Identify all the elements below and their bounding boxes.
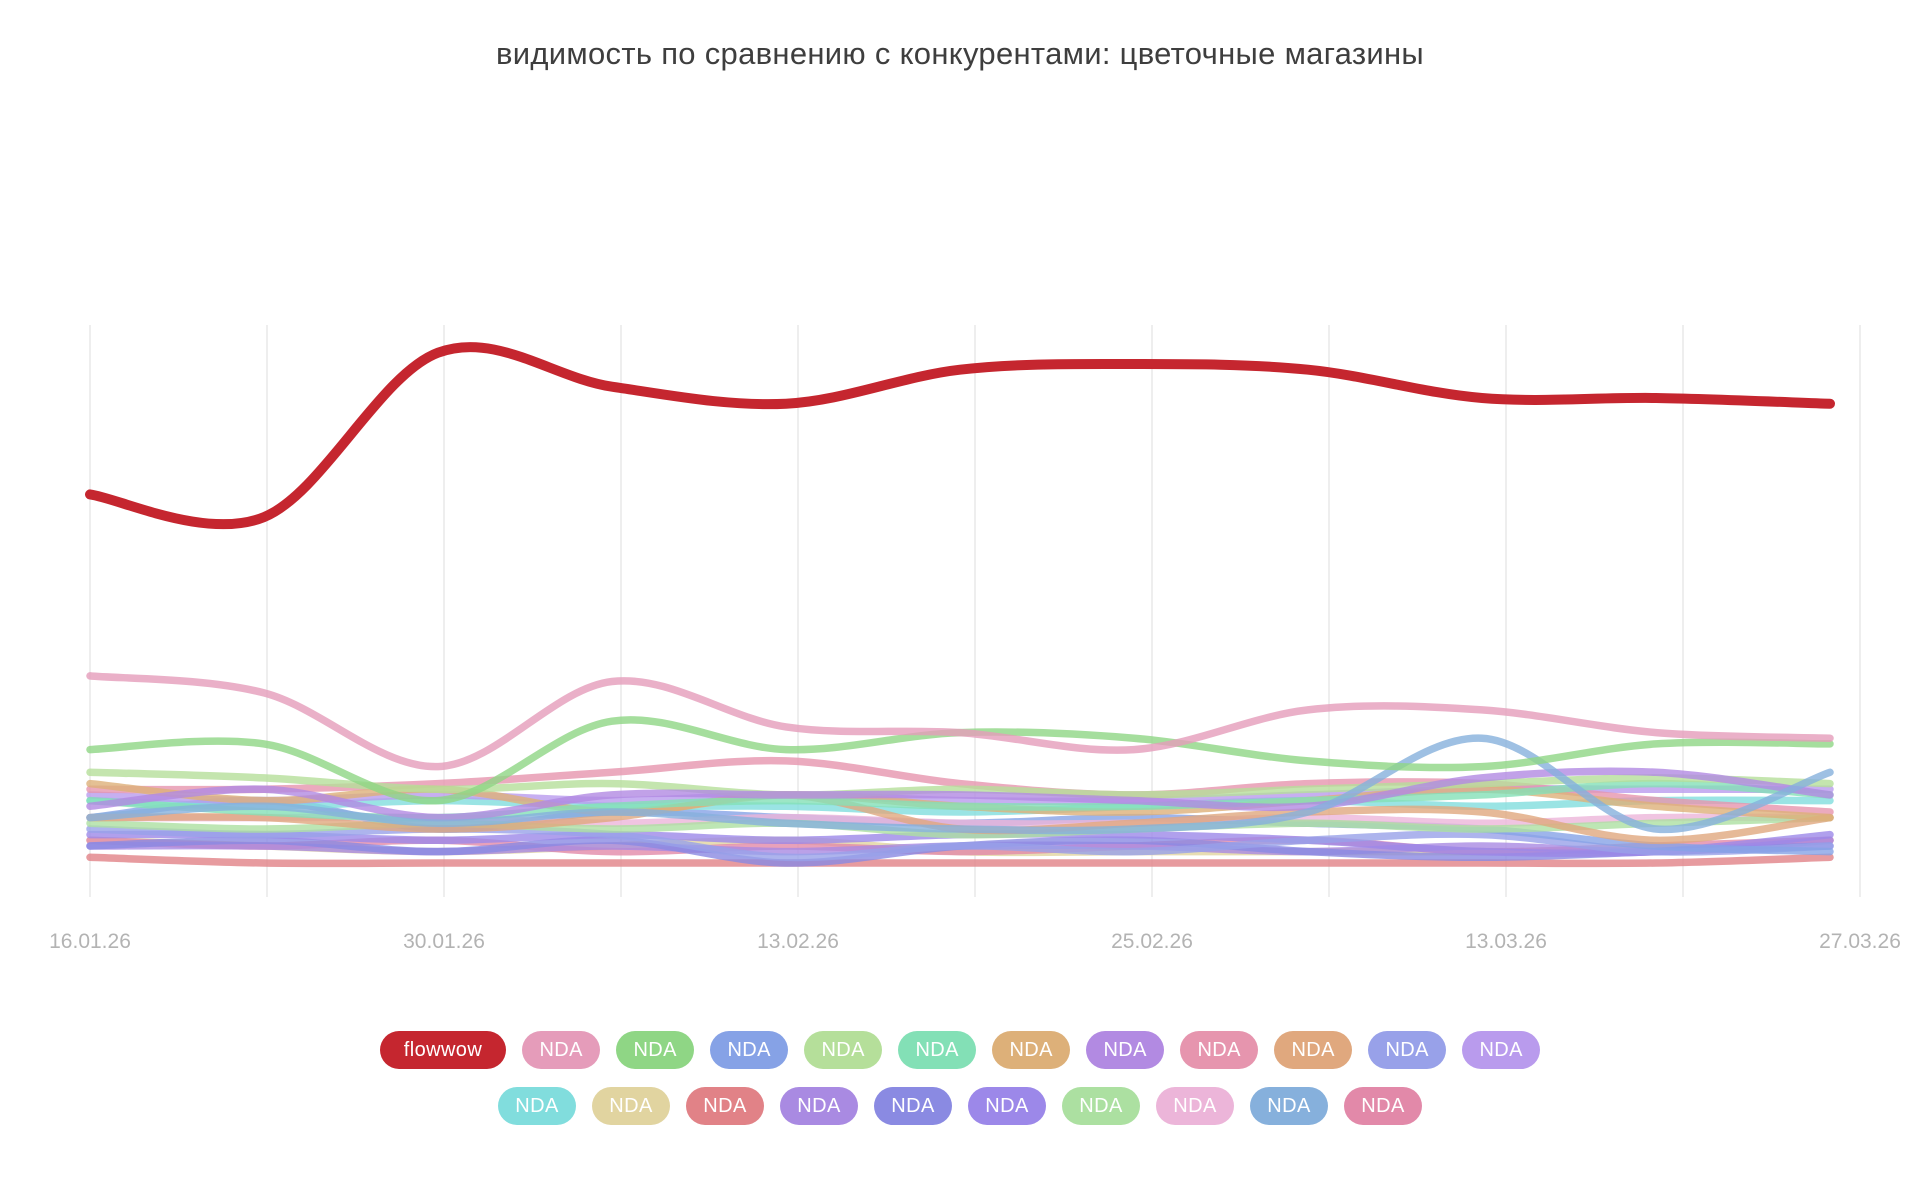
legend-pill-label: NDA	[1479, 1038, 1523, 1061]
legend-pill-nda-05[interactable]: NDA	[898, 1031, 977, 1069]
legend-pill-nda-01[interactable]: NDA	[522, 1031, 601, 1069]
legend-pill-label: NDA	[1267, 1094, 1311, 1117]
legend-pill-label: NDA	[821, 1038, 865, 1061]
legend-pill-nda-11[interactable]: NDA	[1462, 1031, 1541, 1069]
legend-pill-flowwow[interactable]: flowwow	[379, 1031, 507, 1069]
legend-pill-label: NDA	[727, 1038, 771, 1061]
legend-pill-nda-16[interactable]: NDA	[874, 1087, 952, 1125]
series-line-nda-01	[86, 672, 1834, 771]
series-line-nda-14	[86, 853, 1834, 868]
chart-title: видимость по сравнению с конкурентами: ц…	[496, 36, 1424, 71]
legend-pill-nda-12[interactable]: NDA	[498, 1087, 576, 1125]
x-axis-label: 13.02.26	[757, 930, 839, 953]
legend-pill-label: flowwow	[403, 1038, 483, 1061]
legend-pill-nda-17[interactable]: NDA	[968, 1087, 1046, 1125]
legend-pill-nda-14[interactable]: NDA	[686, 1087, 764, 1125]
legend-pill-label: NDA	[609, 1094, 653, 1117]
legend-pill-label: NDA	[515, 1094, 559, 1117]
x-axis-label: 13.03.26	[1465, 930, 1547, 953]
legend-pill-nda-15[interactable]: NDA	[780, 1087, 858, 1125]
legend-pill-nda-21[interactable]: NDA	[1344, 1087, 1422, 1125]
legend-pill-label: NDA	[1361, 1094, 1405, 1117]
legend-pill-label: NDA	[1079, 1094, 1123, 1117]
x-axis-label: 16.01.26	[49, 930, 131, 953]
legend-row-2: NDA NDA NDA NDA NDA NDA NDA NDA NDA NDA	[498, 1087, 1422, 1125]
series-line-flowwow	[85, 342, 1835, 530]
x-axis-label: 27.03.26	[1819, 930, 1901, 953]
chart-legend: flowwow NDA NDA NDA NDA NDA NDA NDA NDA NDA NDA NDA…	[0, 1031, 1920, 1125]
legend-pill-label: NDA	[1197, 1038, 1241, 1061]
legend-pill-nda-13[interactable]: NDA	[592, 1087, 670, 1125]
legend-pill-nda-06[interactable]: NDA	[992, 1031, 1071, 1069]
legend-pill-nda-03[interactable]: NDA	[710, 1031, 789, 1069]
series-line-nda-12	[86, 796, 1834, 816]
series-line-nda-07	[86, 767, 1834, 822]
legend-pill-label: NDA	[1103, 1038, 1147, 1061]
legend-pill-label: NDA	[797, 1094, 841, 1117]
legend-pill-label: NDA	[915, 1038, 959, 1061]
legend-row-1: flowwow NDA NDA NDA NDA NDA NDA NDA NDA NDA NDA NDA	[379, 1031, 1541, 1069]
x-axis-label: 25.02.26	[1111, 930, 1193, 953]
legend-pill-nda-10[interactable]: NDA	[1368, 1031, 1447, 1069]
legend-pill-label: NDA	[703, 1094, 747, 1117]
legend-pill-nda-09[interactable]: NDA	[1274, 1031, 1353, 1069]
series-line-nda-04	[86, 768, 1834, 799]
legend-pill-nda-19[interactable]: NDA	[1156, 1087, 1234, 1125]
legend-pill-label: NDA	[1009, 1038, 1053, 1061]
legend-pill-nda-07[interactable]: NDA	[1086, 1031, 1165, 1069]
legend-pill-label: NDA	[539, 1038, 583, 1061]
legend-pill-nda-08[interactable]: NDA	[1180, 1031, 1259, 1069]
legend-pill-nda-04[interactable]: NDA	[804, 1031, 883, 1069]
legend-pill-label: NDA	[1385, 1038, 1429, 1061]
legend-pill-label: NDA	[633, 1038, 677, 1061]
legend-pill-label: NDA	[891, 1094, 935, 1117]
legend-pill-nda-02[interactable]: NDA	[616, 1031, 695, 1069]
x-axis-label: 30.01.26	[403, 930, 485, 953]
legend-pill-nda-20[interactable]: NDA	[1250, 1087, 1328, 1125]
legend-pill-label: NDA	[985, 1094, 1029, 1117]
legend-pill-label: NDA	[1173, 1094, 1217, 1117]
legend-pill-label: NDA	[1291, 1038, 1335, 1061]
legend-pill-nda-18[interactable]: NDA	[1062, 1087, 1140, 1125]
